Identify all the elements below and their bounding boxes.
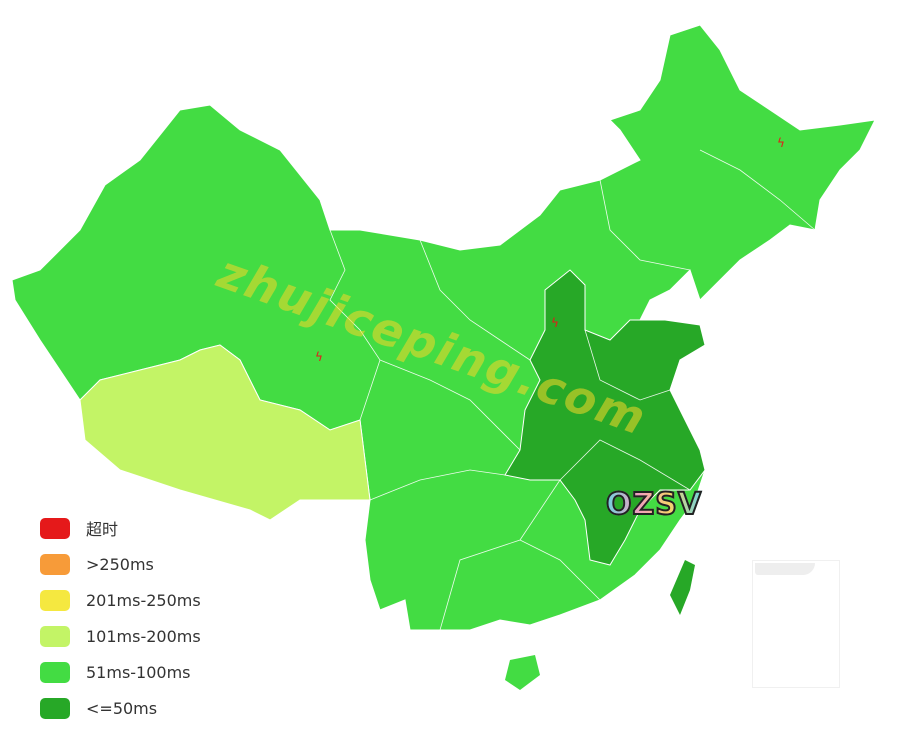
legend-swatch [40, 589, 70, 611]
legend-swatch [40, 697, 70, 719]
legend-swatch [40, 553, 70, 575]
legend-item-201-250[interactable]: 201ms-250ms [40, 582, 201, 618]
legend-item-timeout[interactable]: 超时 [40, 510, 201, 546]
lightning-icon[interactable]: ϟ [315, 350, 323, 364]
legend-label: 201ms-250ms [86, 590, 201, 610]
region-taiwan[interactable] [670, 560, 695, 615]
legend-item-over250[interactable]: >250ms [40, 546, 201, 582]
legend-label: <=50ms [86, 698, 158, 718]
south-china-sea-inset [752, 560, 840, 688]
legend-item-51-100[interactable]: 51ms-100ms [40, 654, 201, 690]
legend-swatch [40, 517, 70, 539]
legend-item-le50[interactable]: <=50ms [40, 690, 201, 726]
lightning-icon[interactable]: ϟ [551, 316, 559, 330]
legend: 超时 >250ms 201ms-250ms 101ms-200ms 51ms-1… [40, 510, 201, 726]
region-hainan[interactable] [505, 655, 540, 690]
legend-label: 101ms-200ms [86, 626, 201, 646]
legend-label: 超时 [86, 520, 119, 539]
lightning-icon[interactable]: ϟ [777, 136, 785, 150]
legend-label: >250ms [86, 554, 154, 574]
legend-label: 51ms-100ms [86, 662, 191, 682]
province-borders [329, 149, 816, 631]
legend-item-101-200[interactable]: 101ms-200ms [40, 618, 201, 654]
legend-swatch [40, 661, 70, 683]
region-101-200ms[interactable] [79, 344, 371, 521]
inset-land [755, 563, 815, 575]
legend-swatch [40, 625, 70, 647]
ozsv-logo: OZSV [605, 486, 703, 523]
